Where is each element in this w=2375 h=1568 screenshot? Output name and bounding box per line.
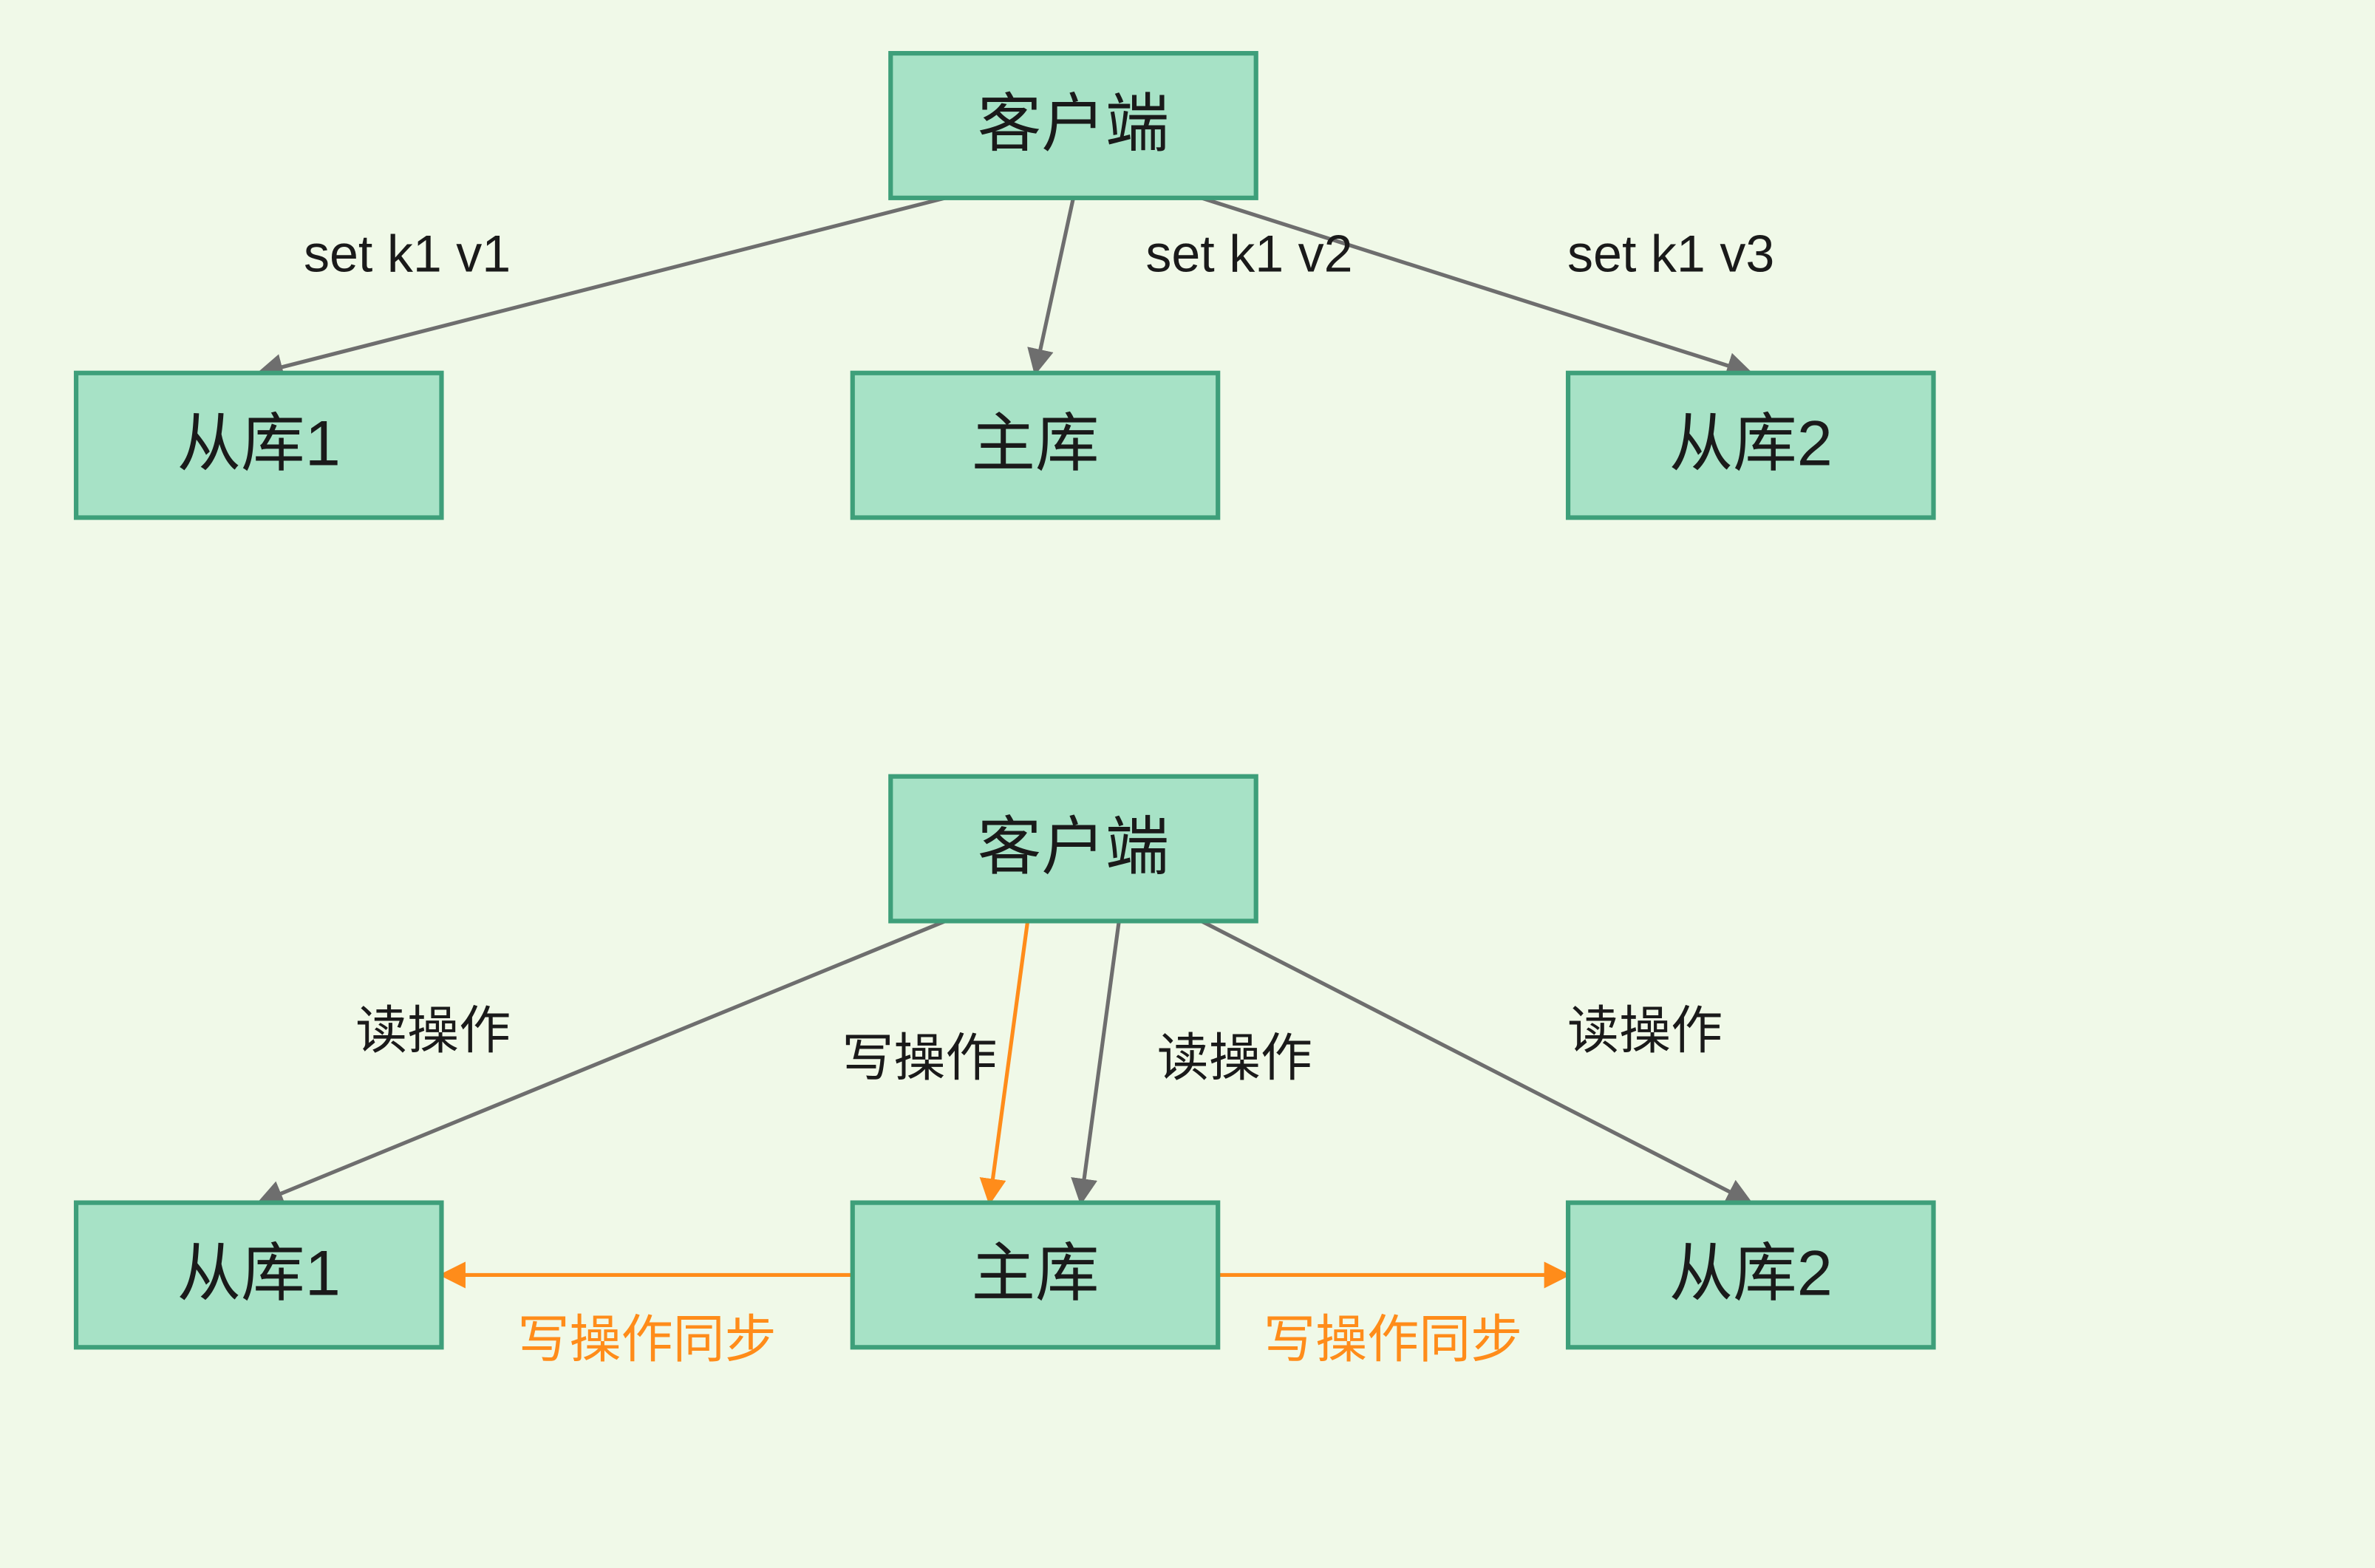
node-d1_master: 主库	[853, 373, 1218, 518]
edge-label-e4: 读操作	[355, 1001, 511, 1059]
edge-e1	[259, 198, 945, 373]
edge-label-e5: 写操作	[842, 1029, 997, 1087]
architecture-diagram: 客户端从库1主库从库2客户端从库1主库从库2 set k1 v1set k1 v…	[0, 0, 2375, 1568]
node-d2_client: 客户端	[890, 777, 1255, 921]
node-label: 从库2	[1669, 409, 1833, 480]
node-d1_client: 客户端	[890, 53, 1255, 198]
edge-label-e6: 读操作	[1157, 1029, 1312, 1087]
node-d2_slave2: 从库2	[1568, 1203, 1933, 1348]
node-label: 主库	[971, 409, 1099, 480]
node-label: 客户端	[978, 89, 1170, 160]
edge-e6	[1081, 921, 1120, 1202]
edge-label-e3: set k1 v3	[1567, 225, 1774, 283]
edge-label-e1: set k1 v1	[304, 225, 511, 283]
node-label: 从库1	[177, 1238, 341, 1309]
edge-label-e7: 读操作	[1567, 1001, 1723, 1059]
edge-label-e9: 写操作同步	[1264, 1311, 1522, 1368]
node-d1_slave1: 从库1	[76, 373, 441, 518]
node-label: 主库	[971, 1238, 1099, 1309]
edge-e3	[1202, 198, 1751, 373]
node-d2_master: 主库	[853, 1203, 1218, 1348]
node-label: 从库1	[177, 409, 341, 480]
node-d1_slave2: 从库2	[1568, 373, 1933, 518]
edge-label-e2: set k1 v2	[1145, 225, 1352, 283]
node-d2_slave1: 从库1	[76, 1203, 441, 1348]
node-label: 从库2	[1669, 1238, 1833, 1309]
node-label: 客户端	[978, 812, 1170, 883]
edge-e2	[1035, 198, 1074, 373]
edges-layer	[259, 198, 1751, 1275]
edge-label-e8: 写操作同步	[518, 1311, 777, 1368]
